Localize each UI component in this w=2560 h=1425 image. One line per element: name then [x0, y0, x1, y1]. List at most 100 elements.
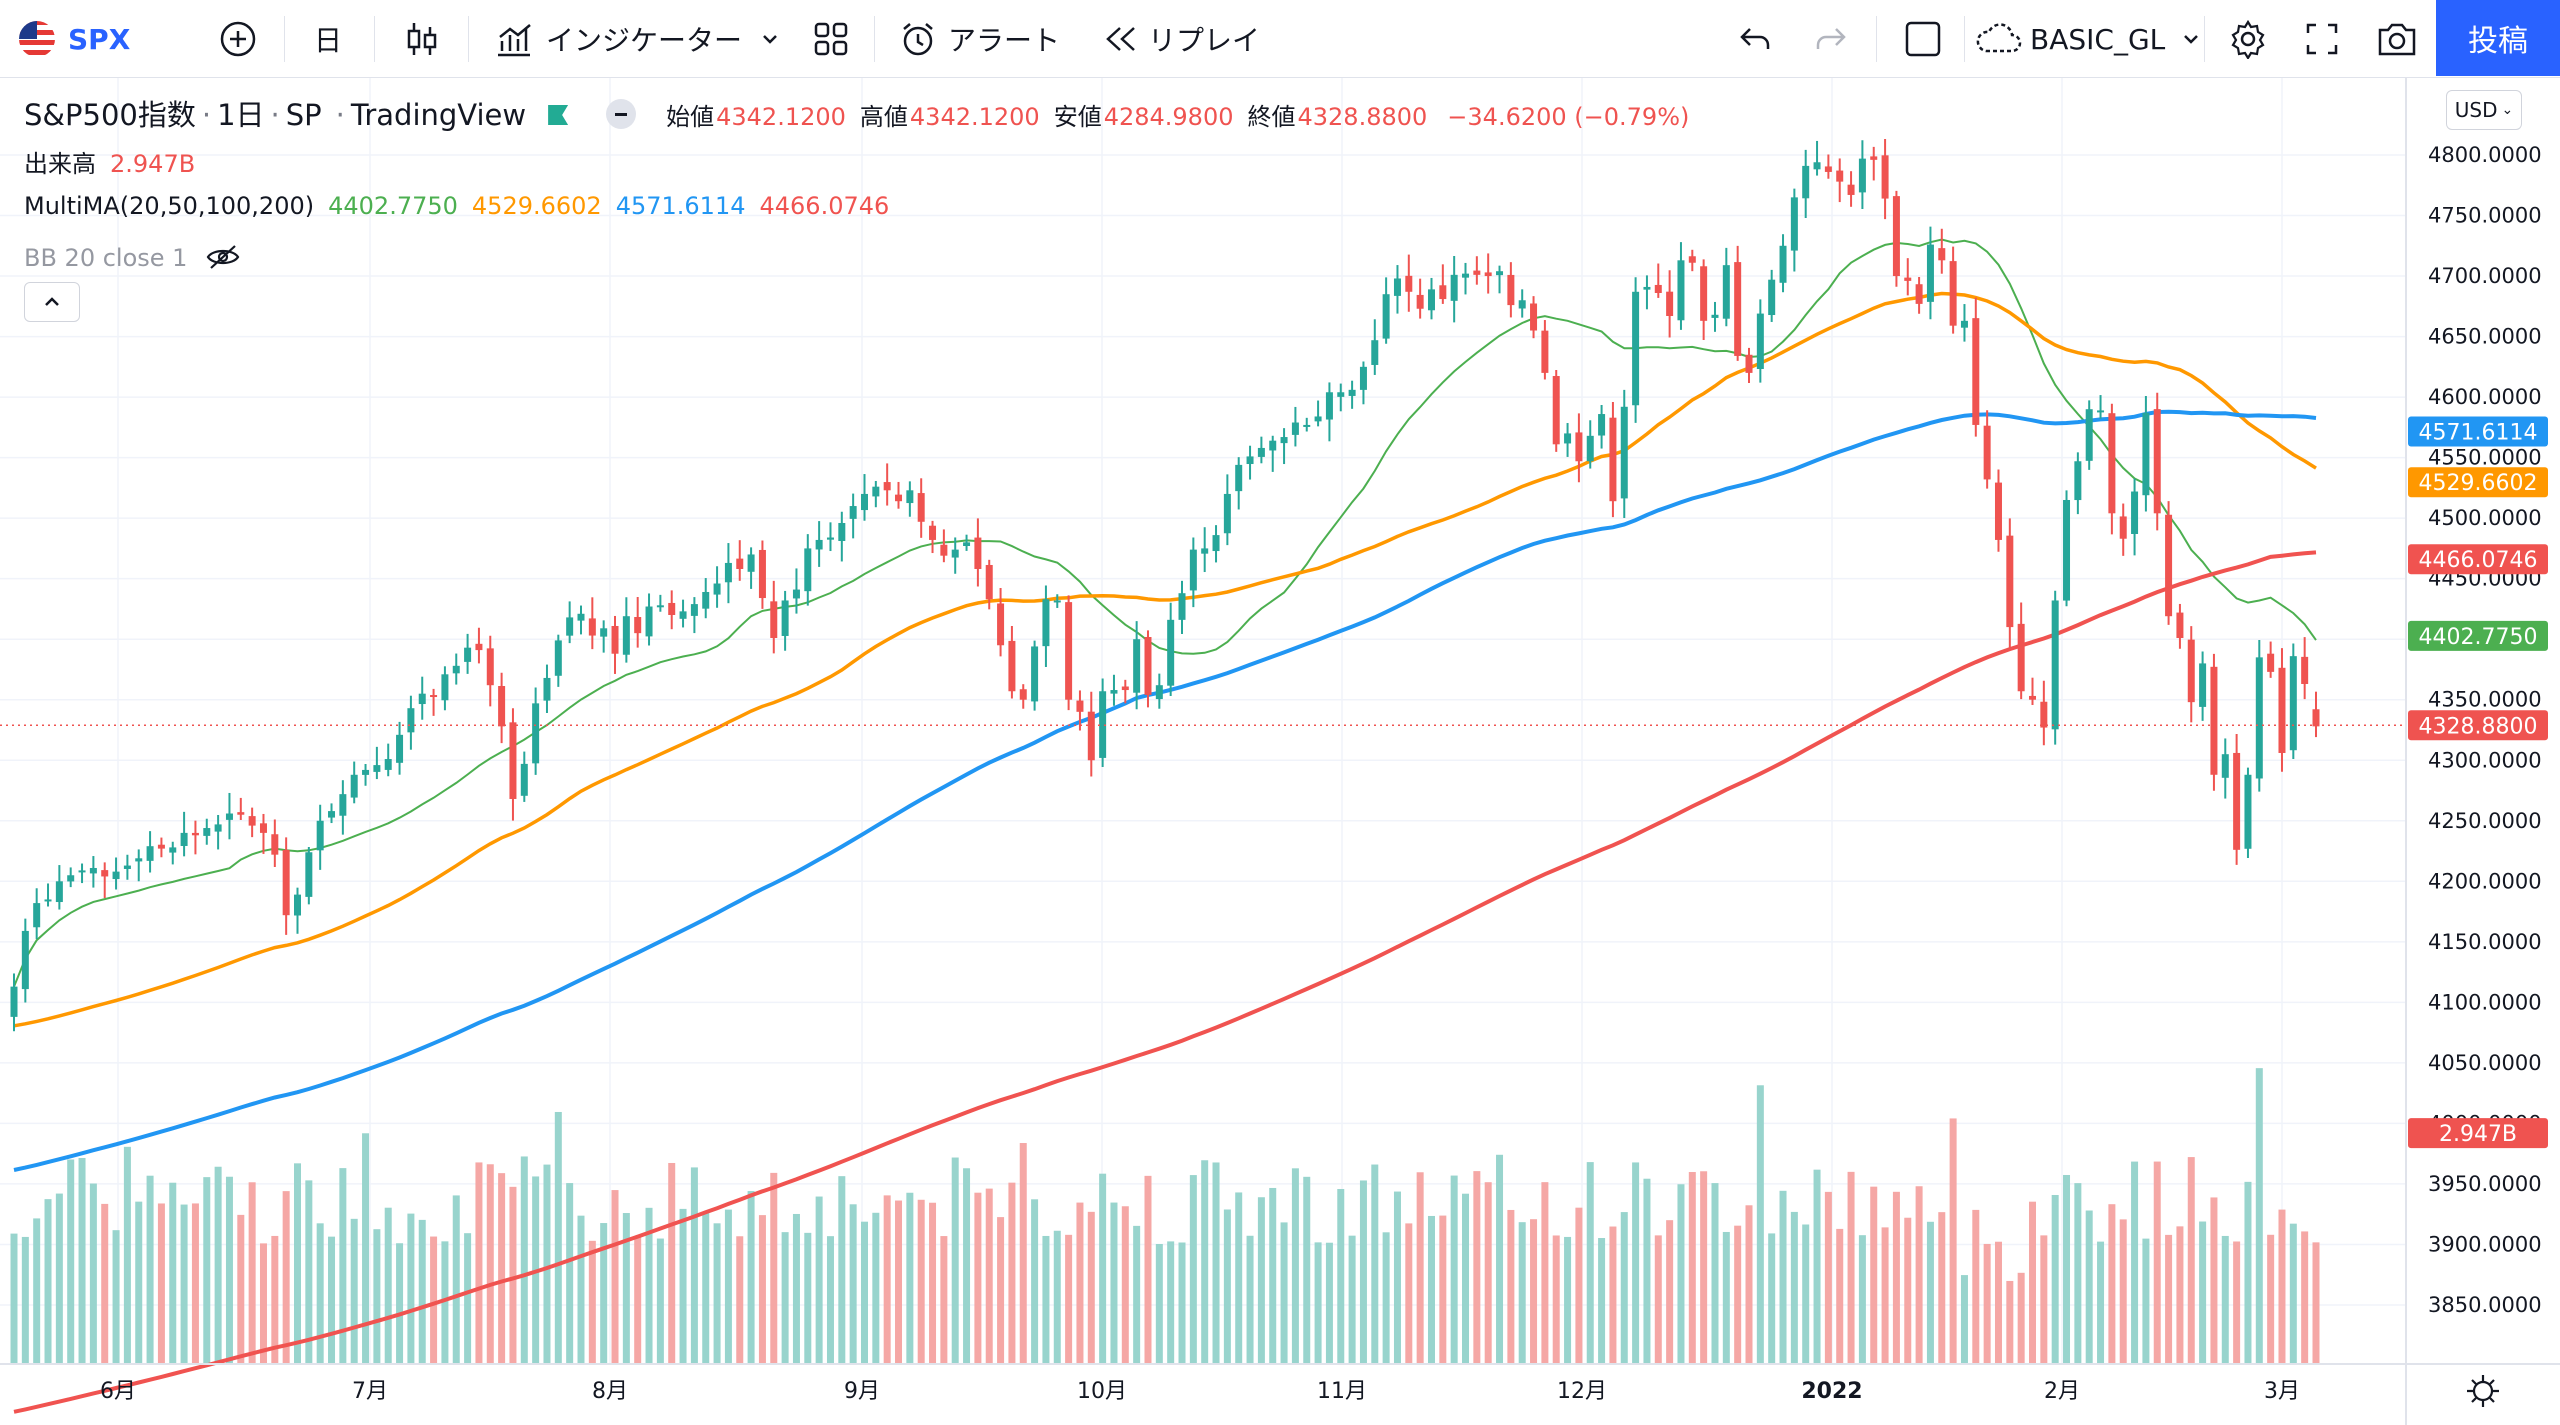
candle	[1756, 299, 1764, 383]
candle	[690, 597, 698, 634]
candle	[1960, 304, 1968, 342]
redo-button[interactable]	[1812, 10, 1848, 68]
volume-bar	[1462, 1193, 1470, 1364]
candle	[2221, 738, 2229, 799]
candle	[2210, 653, 2218, 791]
volume-bar	[1700, 1171, 1708, 1364]
chart-area[interactable]: 4800.0000 4750.0000 4700.0000 4650.0000 4600…	[0, 78, 2560, 1425]
candle	[895, 481, 903, 509]
volume-bar	[1269, 1187, 1277, 1364]
candle	[1246, 445, 1254, 480]
candle	[804, 534, 812, 606]
ma-legend[interactable]: MultiMA(20,50,100,200) 4402.7750 4529.66…	[24, 192, 890, 220]
candle	[1983, 410, 1991, 489]
settings-button[interactable]	[2228, 10, 2268, 68]
undo-button[interactable]	[1738, 10, 1774, 68]
indicators-button[interactable]: インジケーター	[494, 10, 782, 68]
volume-bar	[1938, 1212, 1946, 1364]
volume-bar	[1564, 1236, 1572, 1364]
volume-bar	[2074, 1183, 2082, 1364]
candle	[214, 814, 222, 850]
volume-bar	[997, 1217, 1005, 1364]
volume-bar	[1666, 1220, 1674, 1364]
candle	[588, 597, 596, 650]
volume-bar	[1303, 1176, 1311, 1364]
volume-bar	[1473, 1171, 1481, 1364]
alert-button[interactable]: アラート	[898, 10, 1060, 68]
volume-bar	[1507, 1209, 1515, 1364]
volume-bar	[1393, 1191, 1401, 1364]
volume-value: 2.947B	[110, 150, 196, 178]
templates-button[interactable]	[812, 10, 850, 68]
volume-bar	[1768, 1233, 1776, 1364]
volume-bar	[1359, 1180, 1367, 1364]
time-tick-label: 10月	[1077, 1379, 1127, 1404]
screenshot-button[interactable]	[2376, 10, 2418, 68]
price-tick-label: 4100.0000	[2428, 990, 2542, 1014]
volume-bar	[2051, 1194, 2059, 1364]
candle	[384, 743, 392, 777]
ma50-value: 4529.6602	[471, 192, 602, 220]
currency-selector[interactable]: USD ⌄	[2446, 90, 2522, 130]
volume-bar	[1019, 1143, 1027, 1364]
candle	[1405, 254, 1413, 312]
volume-bar	[1008, 1182, 1016, 1364]
price-tick-label: 4050.0000	[2428, 1051, 2542, 1075]
candle	[1654, 263, 1662, 298]
time-axis-settings-icon[interactable]	[2467, 1375, 2499, 1407]
volume-bar	[588, 1240, 596, 1364]
alert-label: アラート	[948, 24, 1061, 57]
hide-legend-button[interactable]	[606, 99, 637, 129]
volume-bar	[645, 1207, 653, 1364]
collapse-legend-button[interactable]	[24, 282, 80, 322]
volume-bar	[1847, 1171, 1855, 1364]
volume-bar	[1087, 1211, 1095, 1364]
volume-bar	[225, 1176, 233, 1364]
candle	[452, 653, 460, 685]
candle	[634, 597, 642, 648]
volume-bar	[78, 1157, 86, 1364]
time-tick-label: 9月	[844, 1379, 880, 1404]
plus-circle-icon	[220, 21, 256, 57]
volume-bar	[1541, 1182, 1549, 1364]
candle	[1155, 673, 1163, 709]
save-layout-button[interactable]: BASIC_GL	[1974, 10, 2203, 68]
candle	[656, 594, 664, 612]
replay-button[interactable]: リプレイ	[1102, 10, 1260, 68]
volume-bar	[1530, 1219, 1538, 1364]
compare-symbol-button[interactable]	[218, 10, 258, 68]
ma100-line	[13, 409, 2317, 1172]
symbol-name: S&P500指数	[24, 98, 196, 132]
volume-bar	[520, 1156, 528, 1364]
candle	[271, 819, 279, 867]
volume-bar	[157, 1203, 165, 1364]
candle	[1462, 262, 1470, 295]
candle	[282, 837, 290, 935]
candle	[2051, 590, 2059, 745]
volume-bar	[33, 1218, 41, 1364]
candle	[1552, 369, 1560, 452]
candle	[396, 721, 404, 775]
symbol-search-button[interactable]: SPX	[18, 10, 130, 68]
eye-hidden-icon[interactable]	[205, 244, 241, 270]
candle	[1575, 413, 1583, 483]
volume-bar	[815, 1196, 823, 1364]
chart-type-button[interactable]	[404, 10, 440, 68]
candle	[1598, 405, 1606, 449]
volume-bar	[849, 1204, 857, 1364]
candle	[1189, 537, 1197, 608]
interval-button[interactable]: 日	[314, 10, 342, 68]
candle	[2017, 602, 2025, 700]
candle	[1382, 277, 1390, 344]
layout-button[interactable]	[1904, 10, 1942, 68]
candle	[1201, 527, 1209, 573]
candle	[1133, 621, 1141, 710]
fullscreen-button[interactable]	[2304, 10, 2340, 68]
bb-legend[interactable]: BB 20 close 1	[24, 240, 241, 272]
publish-button[interactable]: 投稿	[2436, 0, 2560, 76]
volume-bar	[1779, 1190, 1787, 1364]
candle	[1938, 228, 1946, 274]
volume-bar	[2255, 1068, 2263, 1364]
volume-bar	[543, 1164, 551, 1364]
ma20-line	[13, 238, 2317, 987]
